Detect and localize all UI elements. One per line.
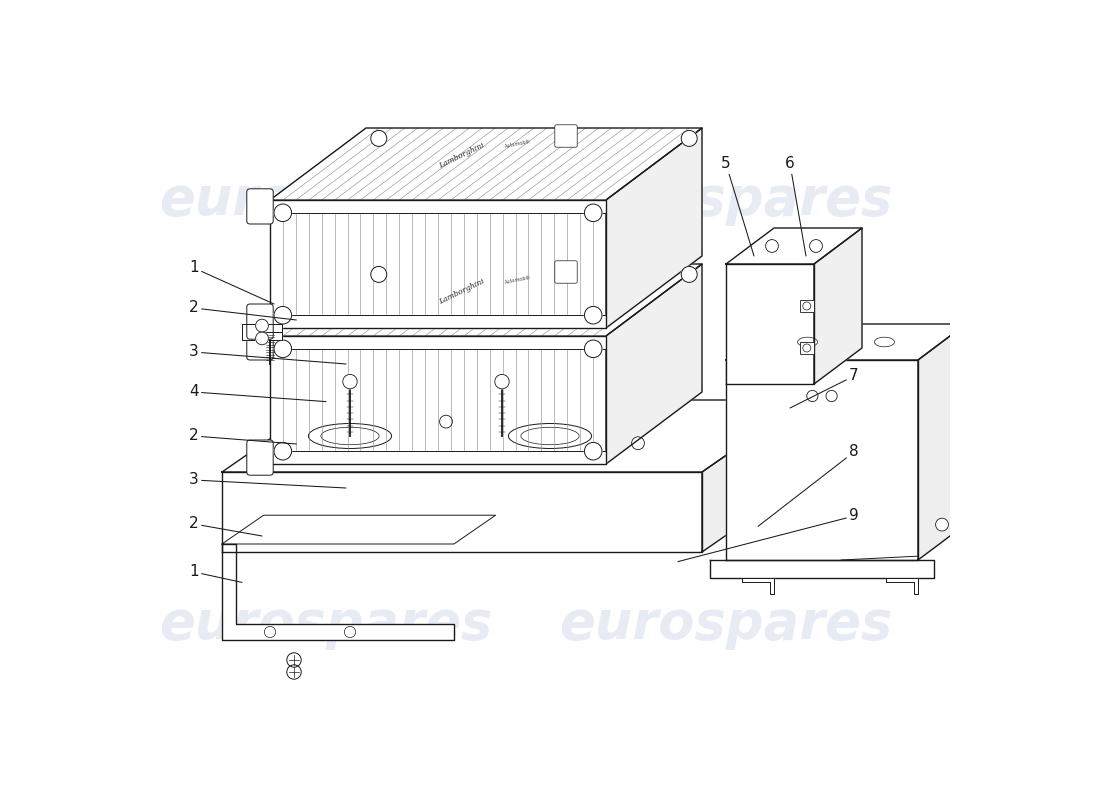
Circle shape	[584, 204, 602, 222]
Polygon shape	[222, 400, 806, 472]
Circle shape	[766, 239, 779, 253]
Polygon shape	[222, 544, 454, 640]
Circle shape	[681, 130, 697, 146]
Text: 6: 6	[785, 157, 806, 256]
Polygon shape	[270, 336, 606, 464]
Text: eurospares: eurospares	[559, 174, 893, 226]
Circle shape	[343, 374, 358, 389]
Circle shape	[584, 442, 602, 460]
Text: 3: 3	[189, 473, 346, 488]
Text: Automobili: Automobili	[505, 139, 531, 149]
Circle shape	[681, 266, 697, 282]
Polygon shape	[918, 324, 966, 560]
Circle shape	[371, 266, 387, 282]
Text: 4: 4	[189, 385, 326, 402]
Ellipse shape	[508, 423, 592, 449]
Circle shape	[274, 204, 292, 222]
Text: 2: 2	[189, 301, 296, 320]
Circle shape	[274, 340, 292, 358]
Ellipse shape	[308, 423, 392, 449]
Circle shape	[287, 653, 301, 667]
Text: 2: 2	[189, 517, 262, 536]
Polygon shape	[814, 228, 862, 384]
Bar	[800, 299, 814, 312]
Polygon shape	[270, 200, 606, 328]
FancyBboxPatch shape	[246, 325, 273, 360]
Circle shape	[344, 626, 355, 638]
Text: eurospares: eurospares	[559, 598, 893, 650]
Polygon shape	[742, 578, 774, 594]
Polygon shape	[726, 324, 966, 360]
Circle shape	[274, 306, 292, 324]
Bar	[800, 342, 814, 354]
Polygon shape	[726, 264, 814, 384]
Polygon shape	[606, 264, 702, 464]
Circle shape	[371, 130, 387, 146]
Text: 2: 2	[189, 429, 296, 444]
Ellipse shape	[521, 427, 579, 445]
Circle shape	[936, 518, 948, 531]
Circle shape	[806, 390, 818, 402]
Text: 1: 1	[189, 261, 274, 304]
Ellipse shape	[874, 338, 894, 347]
Text: 5: 5	[722, 157, 754, 256]
Polygon shape	[886, 578, 918, 594]
Circle shape	[803, 302, 811, 310]
FancyBboxPatch shape	[246, 304, 273, 339]
Polygon shape	[606, 128, 702, 328]
Text: 8: 8	[758, 445, 859, 526]
Text: 9: 9	[678, 509, 859, 562]
Polygon shape	[270, 128, 702, 200]
Text: 1: 1	[189, 565, 242, 582]
Text: eurospares: eurospares	[160, 174, 493, 226]
Circle shape	[287, 665, 301, 679]
Polygon shape	[270, 200, 606, 213]
Circle shape	[255, 332, 268, 345]
Text: Lamborghini: Lamborghini	[438, 142, 486, 170]
FancyBboxPatch shape	[554, 261, 578, 283]
Polygon shape	[270, 336, 606, 349]
Circle shape	[810, 239, 823, 253]
Polygon shape	[270, 315, 606, 328]
Polygon shape	[242, 324, 282, 340]
FancyBboxPatch shape	[246, 189, 273, 224]
Text: Automobili: Automobili	[505, 275, 531, 285]
Circle shape	[274, 442, 292, 460]
Circle shape	[255, 319, 268, 332]
Circle shape	[803, 344, 811, 352]
Ellipse shape	[321, 427, 380, 445]
FancyBboxPatch shape	[246, 440, 273, 475]
Ellipse shape	[798, 338, 817, 347]
Circle shape	[584, 306, 602, 324]
Polygon shape	[270, 451, 606, 464]
Text: Lamborghini: Lamborghini	[438, 278, 486, 306]
Text: 7: 7	[790, 369, 859, 408]
Polygon shape	[222, 472, 702, 552]
Polygon shape	[710, 560, 934, 578]
Polygon shape	[726, 360, 918, 560]
Polygon shape	[222, 515, 496, 544]
Polygon shape	[270, 264, 702, 336]
Circle shape	[631, 437, 645, 450]
Circle shape	[440, 415, 452, 428]
Circle shape	[495, 374, 509, 389]
Polygon shape	[726, 228, 862, 264]
Circle shape	[584, 340, 602, 358]
Circle shape	[826, 390, 837, 402]
Text: eurospares: eurospares	[160, 598, 493, 650]
Text: 3: 3	[189, 345, 346, 364]
Polygon shape	[702, 400, 806, 552]
Circle shape	[264, 626, 276, 638]
FancyBboxPatch shape	[554, 125, 578, 147]
